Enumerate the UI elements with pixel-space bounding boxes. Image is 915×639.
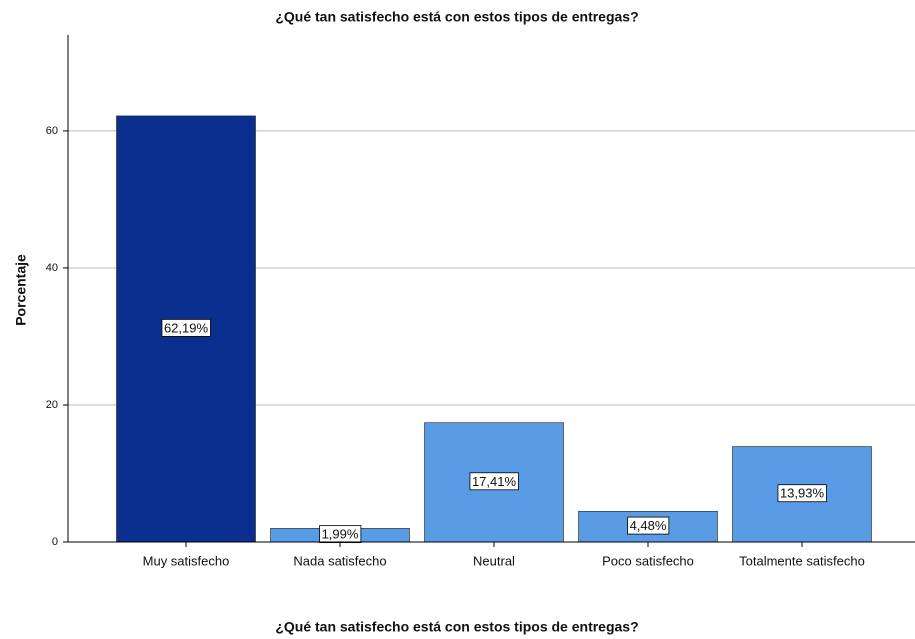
value-label-text: 17,41%: [472, 474, 517, 489]
value-label: 1,99%: [319, 525, 362, 544]
x-axis-label: ¿Qué tan satisfecho está con estos tipos…: [275, 619, 638, 635]
x-tick-label: Poco satisfecho: [602, 553, 694, 568]
y-tick-label: 60: [46, 125, 58, 137]
value-label-box: [777, 484, 827, 503]
x-tick-label: Muy satisfecho: [143, 553, 230, 568]
value-label: 62,19%: [161, 318, 211, 337]
x-tick-label: Neutral: [473, 553, 515, 568]
value-label-box: [319, 525, 362, 544]
value-label-text: 1,99%: [322, 527, 359, 542]
value-label-text: 62,19%: [164, 320, 209, 335]
x-tick-label: Totalmente satisfecho: [739, 553, 865, 568]
x-tick-label: Nada satisfecho: [293, 553, 386, 568]
value-label: 4,48%: [627, 516, 670, 535]
value-label-box: [627, 516, 670, 535]
value-label-text: 13,93%: [780, 486, 825, 501]
value-label-box: [469, 472, 519, 491]
value-label-text: 4,48%: [630, 518, 667, 533]
value-label: 17,41%: [469, 472, 519, 491]
y-axis-label: Porcentaje: [13, 254, 29, 326]
y-tick-label: 0: [52, 536, 58, 548]
y-tick-label: 20: [46, 399, 58, 411]
y-tick-label: 40: [46, 262, 58, 274]
value-label: 13,93%: [777, 484, 827, 503]
chart-title: ¿Qué tan satisfecho está con estos tipos…: [275, 9, 638, 25]
value-label-box: [161, 318, 211, 337]
